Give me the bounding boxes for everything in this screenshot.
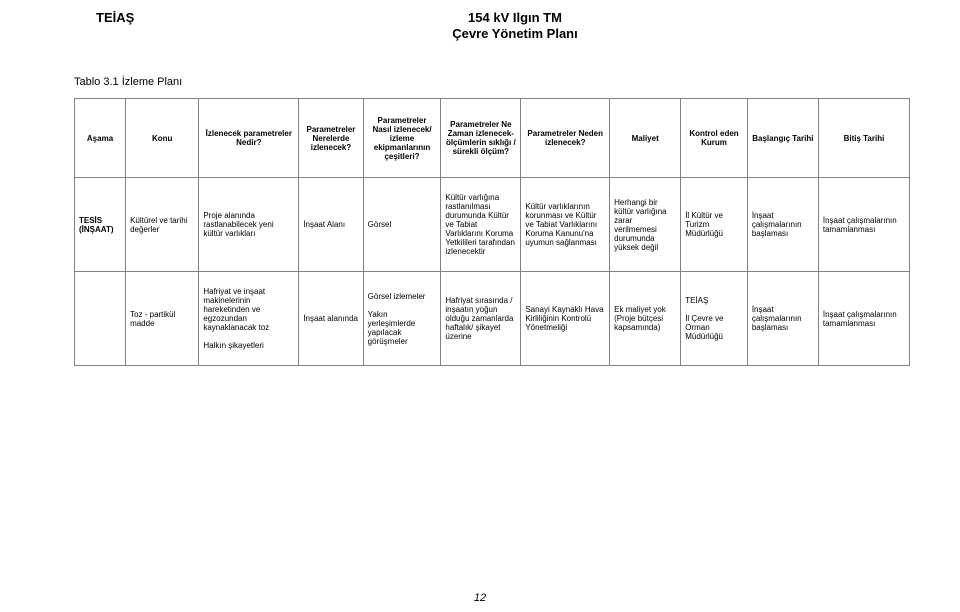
cell: İnşaat çalışmalarının başlaması (747, 178, 818, 272)
col-header: Parametreler Ne Zaman izlenecek- ölçümle… (441, 99, 521, 178)
header-title: 154 kV Ilgın TM Çevre Yönetim Planı (390, 10, 640, 41)
cell: İnşaat çalışmalarının tamamlanması (818, 272, 909, 366)
col-header: Aşama (75, 99, 126, 178)
col-header: İzlenecek parametreler Nedir? (199, 99, 299, 178)
table-row: TESİS (İNŞAAT) Kültürel ve tarihi değerl… (75, 178, 910, 272)
table-row: Toz - partikül madde Hafriyat ve inşaat … (75, 272, 910, 366)
cell: İnşaat Alanı (299, 178, 363, 272)
cell: TEİAŞ İl Çevre ve Orman Müdürlüğü (681, 272, 748, 366)
col-header: Kontrol eden Kurum (681, 99, 748, 178)
cell: Ek maliyet yok (Proje bütçesi kapsamında… (610, 272, 681, 366)
cell-phase: TESİS (İNŞAAT) (75, 178, 126, 272)
cell: Kültürel ve tarihi değerler (126, 178, 199, 272)
header-title-line1: 154 kV Ilgın TM (468, 10, 562, 25)
cell: Kültür varlığına rastlanılması durumunda… (441, 178, 521, 272)
cell: Görsel (363, 178, 441, 272)
cell: Herhangi bir kültür varlığına zarar veri… (610, 178, 681, 272)
cell: Kültür varlıklarının korunması ve Kültür… (521, 178, 610, 272)
table-body: TESİS (İNŞAAT) Kültürel ve tarihi değerl… (75, 178, 910, 366)
header-title-line2: Çevre Yönetim Planı (452, 26, 577, 41)
col-header: Parametreler Nerelerde izlenecek? (299, 99, 363, 178)
cell: Görsel izlemeler Yakın yerleşimlerde yap… (363, 272, 441, 366)
cell: İnşaat alanında (299, 272, 363, 366)
monitoring-plan-table: Aşama Konu İzlenecek parametreler Nedir?… (74, 98, 910, 366)
cell: Proje alanında rastlanabilecek yeni kült… (199, 178, 299, 272)
table-wrap: Tablo 3.1 İzleme Planı Aşama Konu İzlene… (74, 76, 910, 366)
table-caption: Tablo 3.1 İzleme Planı (74, 76, 910, 88)
col-header: Parametreler Neden izlenecek? (521, 99, 610, 178)
cell-phase (75, 272, 126, 366)
col-header: Maliyet (610, 99, 681, 178)
col-header: Bitiş Tarihi (818, 99, 909, 178)
cell: Hafriyat ve inşaat makinelerinin hareket… (199, 272, 299, 366)
col-header: Konu (126, 99, 199, 178)
cell: Sanayi Kaynaklı Hava Kirliliğinin Kontro… (521, 272, 610, 366)
cell: İl Kültür ve Turizm Müdürlüğü (681, 178, 748, 272)
cell: Toz - partikül madde (126, 272, 199, 366)
cell: İnşaat çalışmalarının tamamlanması (818, 178, 909, 272)
col-header: Başlangıç Tarihi (747, 99, 818, 178)
col-header: Parametreler Nasıl izlenecek/ izleme eki… (363, 99, 441, 178)
header-org: TEİAŞ (96, 10, 134, 25)
cell: İnşaat çalışmalarının başlaması (747, 272, 818, 366)
cell: Hafriyat sırasında / inşaatın yoğun oldu… (441, 272, 521, 366)
page-number: 12 (0, 592, 960, 604)
table-header-row: Aşama Konu İzlenecek parametreler Nedir?… (75, 99, 910, 178)
page: TEİAŞ 154 kV Ilgın TM Çevre Yönetim Plan… (0, 0, 960, 612)
